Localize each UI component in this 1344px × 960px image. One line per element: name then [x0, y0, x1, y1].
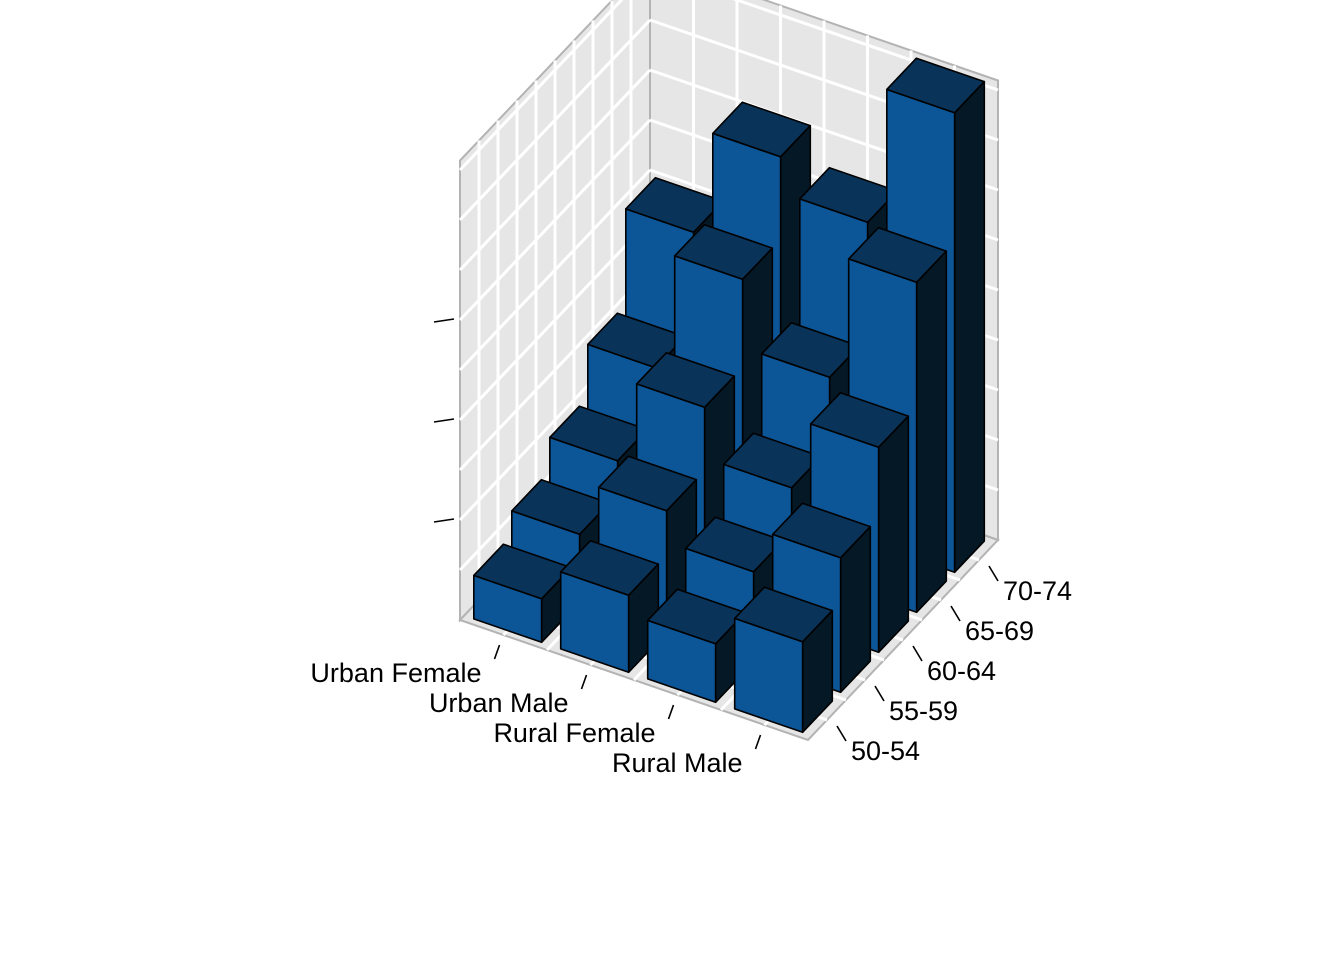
y-axis: 50-54 55-59 60-64 65-69 70-74 [836, 565, 1072, 766]
left-wall-grid-line [458, 18, 652, 222]
y-tick-mark [912, 645, 923, 662]
left-wall-grid-line [458, 118, 652, 322]
y-tick-mark [874, 685, 885, 702]
bar-top-face [559, 539, 660, 597]
x-tick-label: Urban Male [429, 688, 569, 718]
left-wall-grid-line [458, 218, 652, 422]
x-tick-label: Urban Female [310, 658, 481, 688]
bar-top-face [771, 502, 872, 559]
bar-top-face [885, 57, 986, 114]
bar-side-face [953, 80, 986, 574]
x-tick-mark [667, 704, 675, 720]
bar [559, 539, 660, 674]
bar-side-face [877, 415, 910, 654]
bar-top-face [635, 351, 736, 409]
left-wall-grid-line [458, 68, 652, 272]
z-tick-mark [433, 318, 455, 323]
bar-side-face [915, 250, 948, 614]
x-tick-label: Rural Male [612, 748, 743, 778]
y-tick-label: 60-64 [927, 656, 996, 686]
bar-top-face [809, 391, 910, 449]
left-wall-grid-line [458, 168, 652, 372]
y-tick-mark [950, 605, 961, 622]
y-tick-label: 55-59 [889, 696, 958, 726]
y-tick-mark [988, 565, 999, 582]
bar-top-face [597, 455, 698, 512]
y-tick-label: 70-74 [1003, 576, 1072, 606]
x-tick-mark [493, 644, 501, 660]
x-tick-mark [580, 674, 588, 690]
bar-top-face [733, 586, 834, 643]
bar-top-face [711, 101, 812, 158]
bar-top-face [847, 226, 948, 284]
x-tick-mark [754, 734, 762, 750]
z-axis-ticks [433, 318, 455, 523]
y-tick-label: 50-54 [851, 736, 920, 766]
left-wall-grid-line [458, 268, 652, 472]
y-tick-mark [836, 725, 847, 742]
bars-group [472, 57, 986, 734]
y-tick-label: 65-69 [965, 616, 1034, 646]
bar [733, 586, 834, 734]
left-wall-grid-line [458, 0, 624, 172]
z-tick-mark [433, 418, 455, 423]
x-tick-label: Rural Female [493, 718, 655, 748]
z-tick-mark [433, 518, 455, 523]
bar-top-face [673, 223, 774, 281]
